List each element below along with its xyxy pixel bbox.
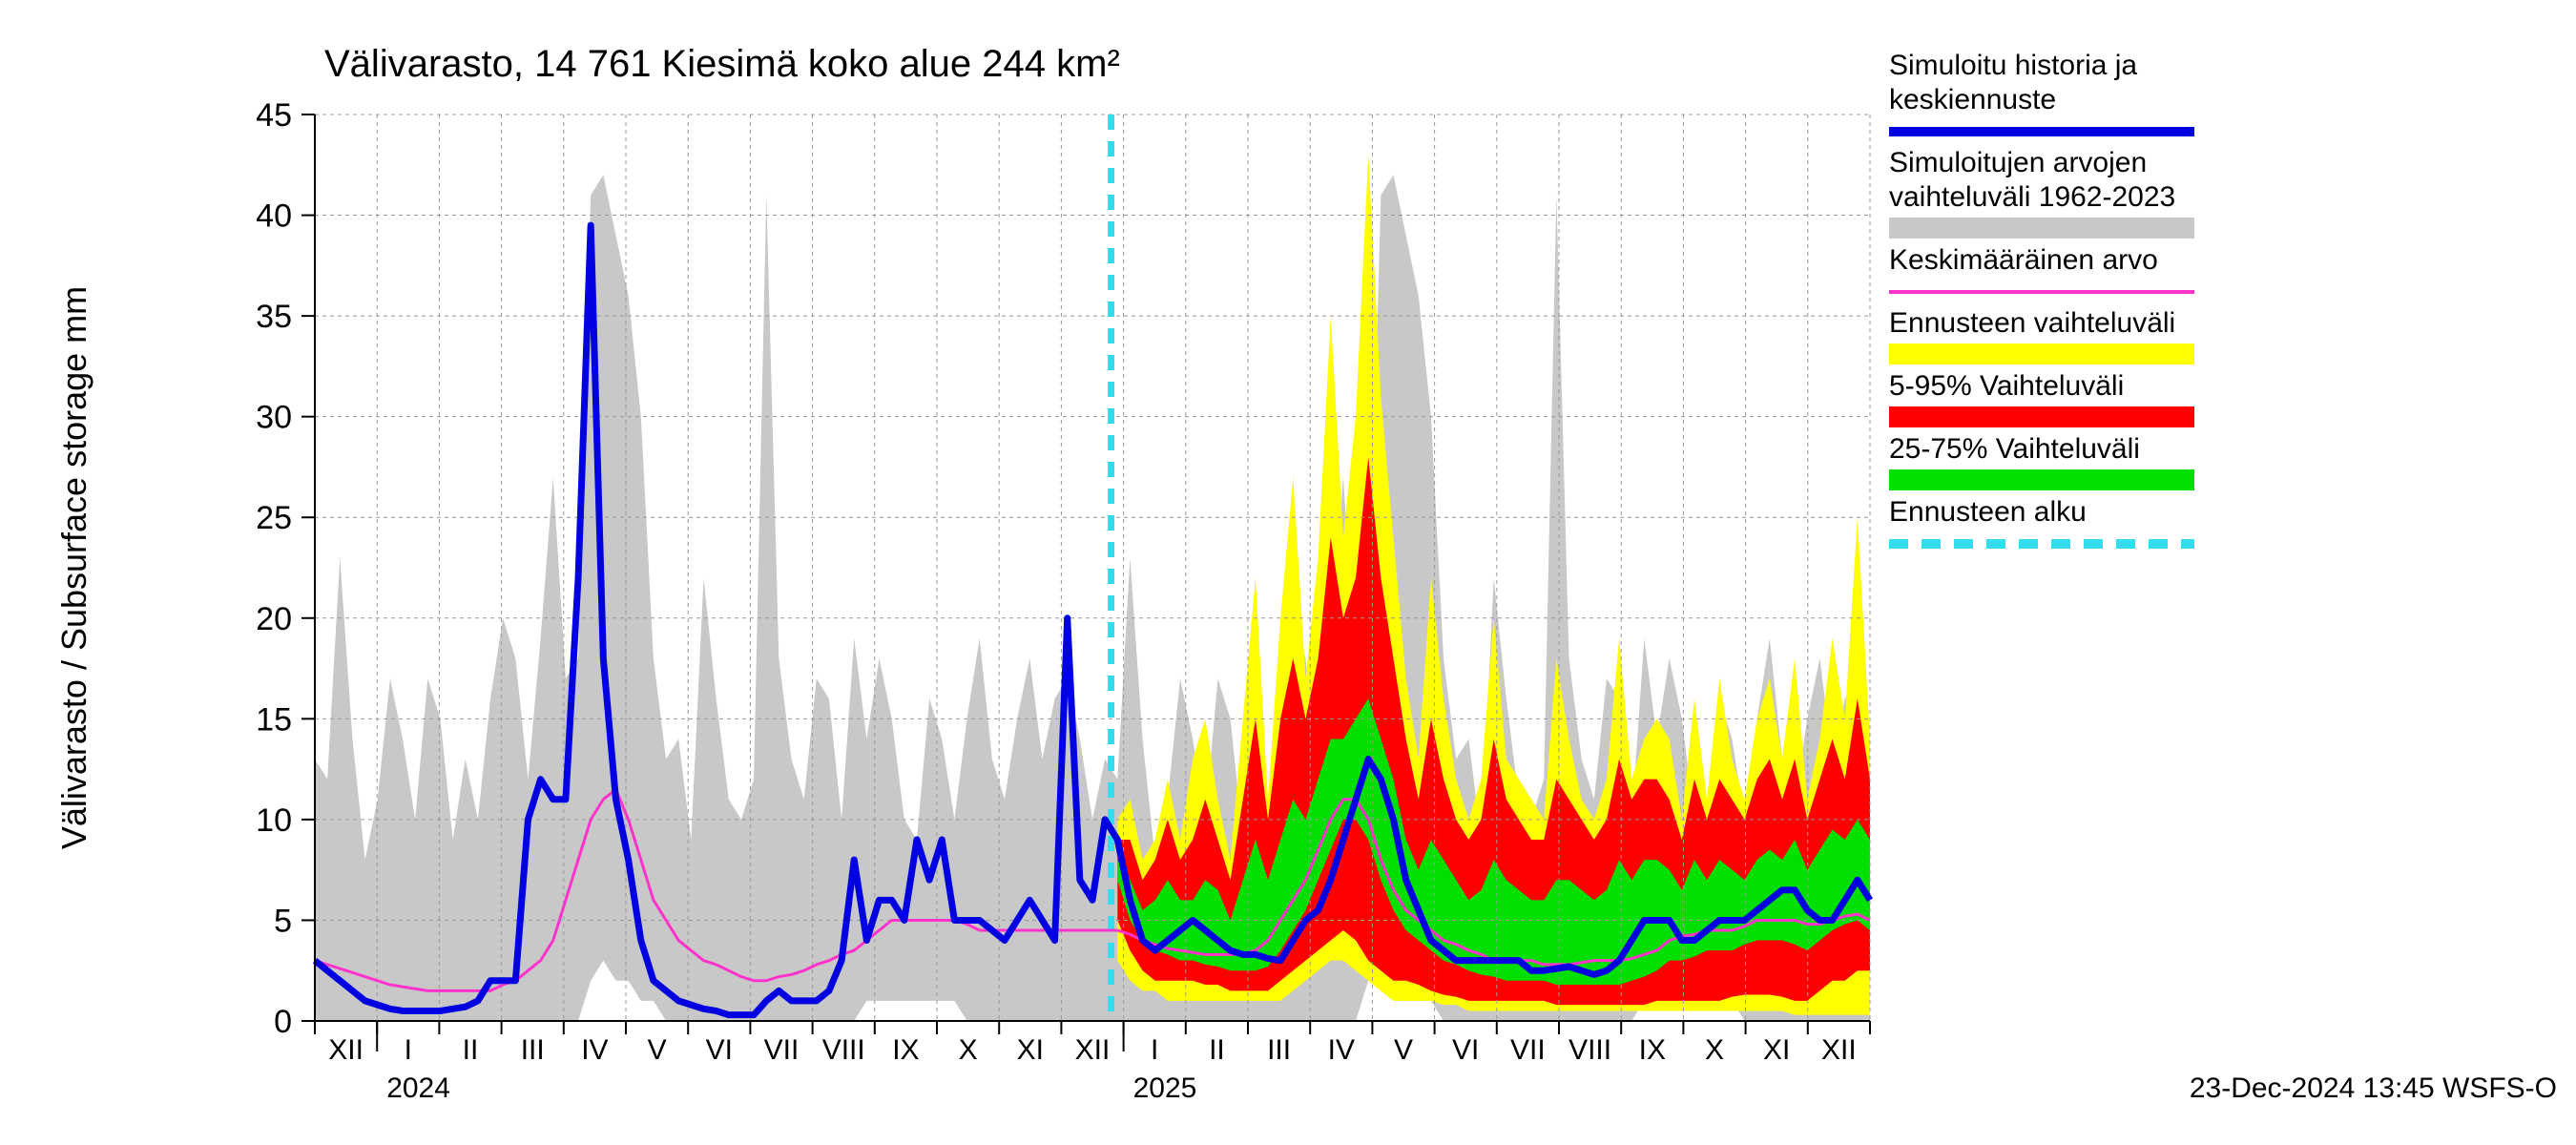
chart-title: Välivarasto, 14 761 Kiesimä koko alue 24… — [324, 43, 1120, 85]
legend-label: keskiennuste — [1889, 84, 2056, 115]
x-month-label: XII — [1075, 1034, 1111, 1066]
y-tick-label: 30 — [256, 400, 292, 436]
legend-label: vaihteluväli 1962-2023 — [1889, 181, 2175, 213]
legend-label: Keskimääräinen arvo — [1889, 244, 2158, 276]
legend-label: Simuloitujen arvojen — [1889, 147, 2147, 178]
legend-swatch-bar — [1889, 406, 2194, 427]
y-tick-label: 20 — [256, 601, 292, 637]
legend-label: Simuloitu historia ja — [1889, 50, 2137, 81]
y-tick-label: 25 — [256, 500, 292, 536]
x-month-label: VIII — [1568, 1034, 1611, 1066]
x-month-label: XII — [328, 1034, 364, 1066]
legend-label: 25-75% Vaihteluväli — [1889, 433, 2140, 465]
x-month-label: I — [405, 1034, 412, 1066]
chart-svg: 051015202530354045XIIIIIIIIIVVVIVIIVIIII… — [0, 0, 2576, 1145]
legend-label: Ennusteen alku — [1889, 496, 2087, 528]
x-month-label: V — [1394, 1034, 1413, 1066]
x-month-label: XI — [1017, 1034, 1044, 1066]
legend-label: Ennusteen vaihteluväli — [1889, 307, 2175, 339]
x-month-label: VI — [706, 1034, 733, 1066]
x-year-label: 2025 — [1133, 1072, 1197, 1104]
x-month-label: IX — [892, 1034, 919, 1066]
y-tick-label: 15 — [256, 701, 292, 738]
x-month-label: IV — [581, 1034, 608, 1066]
legend-swatch-bar — [1889, 218, 2194, 239]
y-tick-label: 10 — [256, 802, 292, 839]
x-month-label: II — [1209, 1034, 1225, 1066]
x-month-label: I — [1151, 1034, 1158, 1066]
x-month-label: X — [1705, 1034, 1724, 1066]
x-month-label: VII — [764, 1034, 800, 1066]
y-tick-label: 40 — [256, 198, 292, 235]
y-tick-label: 0 — [274, 1004, 292, 1040]
x-month-label: VII — [1510, 1034, 1546, 1066]
x-month-label: XI — [1763, 1034, 1790, 1066]
y-tick-label: 5 — [274, 903, 292, 939]
legend-swatch-bar — [1889, 469, 2194, 490]
legend-label: 5-95% Vaihteluväli — [1889, 370, 2124, 402]
x-month-label: XII — [1821, 1034, 1857, 1066]
y-tick-label: 45 — [256, 97, 292, 134]
y-axis-label: Välivarasto / Subsurface storage mm — [54, 286, 93, 849]
x-month-label: III — [521, 1034, 545, 1066]
x-month-label: X — [959, 1034, 978, 1066]
x-month-label: VIII — [822, 1034, 865, 1066]
footer-timestamp: 23-Dec-2024 13:45 WSFS-O — [2190, 1072, 2557, 1104]
x-month-label: IX — [1639, 1034, 1666, 1066]
x-year-label: 2024 — [386, 1072, 450, 1104]
x-month-label: V — [648, 1034, 667, 1066]
chart-container: 051015202530354045XIIIIIIIIIVVVIVIIVIIII… — [0, 0, 2576, 1145]
x-month-label: IV — [1328, 1034, 1355, 1066]
legend-swatch-bar — [1889, 344, 2194, 364]
x-month-label: II — [463, 1034, 479, 1066]
x-month-label: VI — [1452, 1034, 1479, 1066]
y-tick-label: 35 — [256, 299, 292, 335]
x-month-label: III — [1267, 1034, 1291, 1066]
